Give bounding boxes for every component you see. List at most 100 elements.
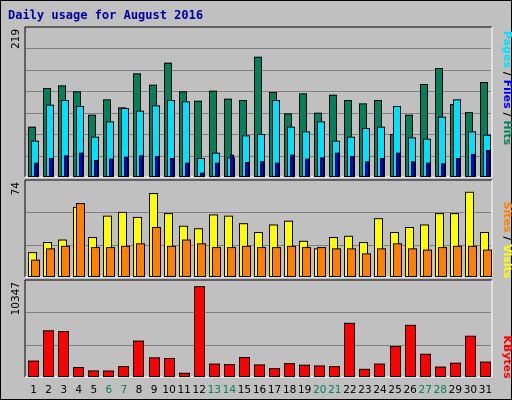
bar-pages: [441, 163, 445, 177]
bar-kbytes: [465, 335, 476, 377]
bar-sites: [106, 247, 115, 277]
x-tick-label: 21: [328, 384, 341, 396]
bar-kbytes: [450, 362, 461, 378]
bar-kbytes: [374, 363, 385, 377]
bar-pages: [109, 158, 113, 178]
bar-pages: [215, 162, 219, 178]
bar-sites: [453, 245, 462, 278]
bar-sites: [257, 247, 266, 277]
bar-sites: [121, 245, 130, 278]
legend-panel-2: Sites / Visits: [501, 202, 512, 279]
bar-pages: [170, 158, 174, 177]
bar-kbytes: [88, 370, 99, 377]
x-tick-label: 17: [268, 384, 281, 396]
bar-pages: [64, 155, 68, 177]
x-tick-label: 25: [388, 384, 401, 396]
bar-kbytes: [405, 324, 416, 377]
bar-kbytes: [359, 368, 370, 378]
chart-title: Daily usage for August 2016: [8, 8, 204, 22]
bar-pages: [79, 152, 83, 178]
bar-sites: [377, 248, 386, 277]
bar-sites: [197, 243, 206, 277]
bar-kbytes: [164, 358, 175, 378]
bar-pages: [139, 155, 143, 177]
x-tick-label: 27: [419, 384, 432, 396]
legend-panel-3: KBytes: [501, 335, 512, 379]
bar-kbytes: [28, 360, 39, 377]
bar-kbytes: [390, 345, 401, 378]
bar-kbytes: [314, 365, 325, 378]
x-tick-label: 2: [45, 384, 52, 396]
bar-pages: [365, 161, 369, 177]
bar-sites: [167, 245, 176, 278]
bar-sites: [408, 248, 417, 277]
bar-kbytes: [133, 340, 144, 377]
x-tick-label: 24: [373, 384, 387, 396]
bar-pages: [380, 158, 384, 177]
legend-pages: Pages: [501, 31, 512, 69]
bar-sites: [332, 248, 341, 277]
x-tick-label: 1: [30, 384, 37, 396]
bar-kbytes: [284, 363, 295, 377]
x-tick-label: 22: [343, 384, 356, 396]
legend-separator: /: [501, 109, 512, 121]
bar-pages: [290, 154, 294, 178]
bar-pages: [34, 162, 38, 178]
bar-pages: [155, 156, 159, 177]
bar-kbytes: [344, 322, 355, 377]
x-tick-label: 13: [208, 384, 221, 396]
bar-pages: [230, 154, 234, 178]
bar-sites: [91, 247, 100, 277]
bar-kbytes: [73, 367, 84, 378]
bar-kbytes: [239, 356, 250, 377]
legend-sites: Sites: [501, 202, 512, 233]
bar-kbytes: [43, 330, 54, 377]
bar-sites: [423, 249, 432, 277]
bar-pages: [396, 152, 400, 178]
bar-kbytes: [420, 353, 431, 377]
bar-sites: [227, 247, 236, 277]
bar-sites: [393, 243, 402, 277]
bar-kbytes: [480, 361, 491, 378]
x-tick-label: 4: [75, 384, 82, 396]
bar-pages: [94, 160, 98, 177]
legend-visits: Visits: [501, 244, 512, 279]
bar-sites: [347, 248, 356, 277]
bar-sites: [31, 259, 40, 278]
bar-pages: [124, 156, 128, 178]
x-tick-label: 19: [298, 384, 311, 396]
bar-sites: [287, 245, 296, 278]
bar-sites: [152, 226, 161, 277]
legend-separator: /: [501, 68, 512, 80]
bar-kbytes: [254, 364, 265, 377]
x-tick-label: 12: [193, 384, 206, 396]
x-tick-label: 10: [162, 384, 175, 396]
bar-sites: [61, 245, 70, 278]
bar-kbytes: [224, 364, 235, 378]
x-tick-label: 6: [106, 384, 113, 396]
x-tick-label: 5: [90, 384, 97, 396]
bar-sites: [302, 247, 311, 277]
x-tick-label: 26: [403, 384, 417, 396]
legend-files: Files: [501, 80, 512, 110]
legend-kbytes: KBytes: [501, 335, 512, 379]
bar-sites: [483, 249, 492, 277]
x-tick-label: 15: [238, 384, 251, 396]
x-tick-label: 14: [223, 384, 237, 396]
x-tick-label: 23: [358, 384, 371, 396]
bar-sites: [272, 247, 281, 277]
bar-kbytes: [194, 286, 205, 377]
bar-pages: [305, 158, 309, 178]
bar-sites: [182, 239, 191, 277]
legend-hits: Hits: [501, 120, 512, 145]
legend-separator: /: [501, 233, 512, 245]
bar-kbytes: [179, 372, 190, 377]
bar-pages: [260, 161, 264, 177]
bar-pages: [350, 156, 354, 177]
bar-pages: [245, 162, 249, 177]
panel-1-ymax-label: 219: [10, 29, 22, 49]
x-tick-label: 11: [177, 384, 190, 396]
bar-kbytes: [269, 368, 280, 377]
x-tick-label: 31: [479, 384, 492, 396]
